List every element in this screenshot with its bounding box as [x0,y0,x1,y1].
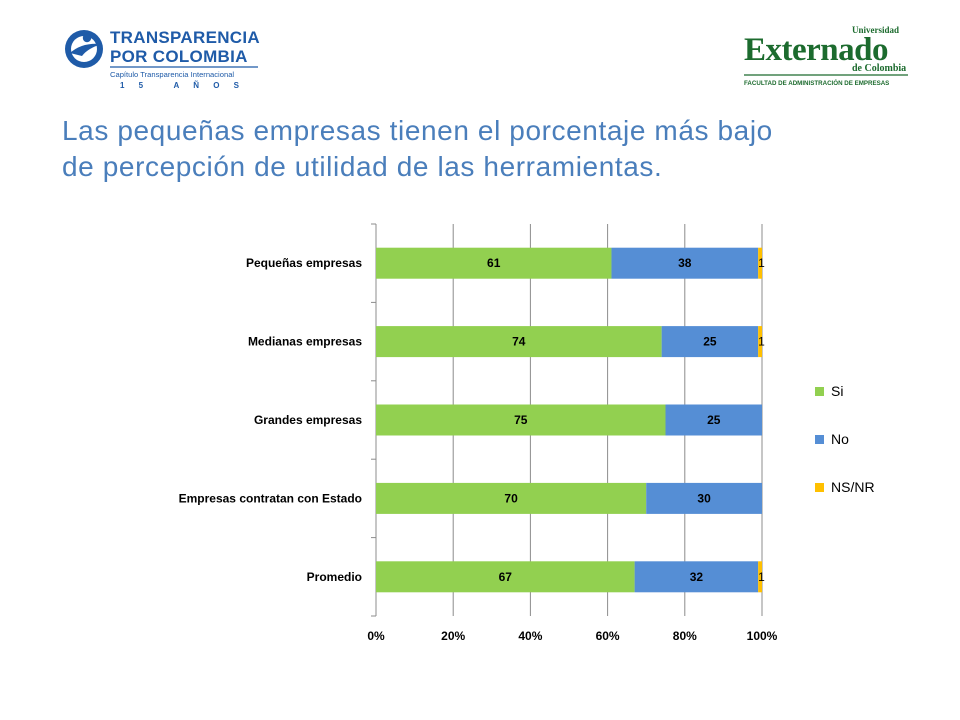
category-label: Promedio [307,570,362,584]
data-labels: 61 38 1 74 25 1 75 25 70 30 67 32 1 [487,256,765,584]
bar-segment [665,404,762,436]
legend: Si No NS/NR [815,383,875,495]
logo-left-line1: TRANSPARENCIA [110,28,260,47]
data-label: 32 [690,570,704,584]
x-tick-label: 0% [367,629,385,643]
logo-right-line4: FACULTAD DE ADMINISTRACIÓN DE EMPRESAS [744,79,889,87]
x-tick-label: 40% [518,629,542,643]
x-tick-label: 20% [441,629,465,643]
transparencia-emblem-icon [65,30,103,68]
externado-logo: Universidad Externado de Colombia FACULT… [744,25,908,87]
legend-swatch [815,435,824,444]
data-label: 67 [499,570,513,584]
data-label: 25 [703,335,717,349]
x-tick-label: 80% [673,629,697,643]
legend-label: Si [831,383,843,399]
data-label: 74 [512,335,526,349]
x-tick-label: 60% [596,629,620,643]
bar-segment [376,404,666,436]
bar-segment [758,247,762,279]
data-label: 1 [758,256,765,270]
transparencia-por-colombia-logo: TRANSPARENCIA POR COLOMBIA Capítulo Tran… [65,28,260,90]
data-label: 1 [758,335,765,349]
slide-title-line1: Las pequeñas empresas tienen el porcenta… [62,115,773,146]
category-label: Medianas empresas [248,335,362,349]
data-label: 61 [487,256,501,270]
bar-segment [758,561,762,593]
legend-swatch [815,387,824,396]
logo-right-line3: de Colombia [852,63,906,74]
bar-segment [376,482,647,514]
axes: 0% 20% 40% 60% 80% 100% Pequeñas empresas Media… [179,223,778,643]
bar-segment [634,561,759,593]
data-label: 70 [504,491,518,505]
logo-left-line3: Capítulo Transparencia Internacional [110,70,234,79]
category-label: Empresas contratan con Estado [179,491,362,505]
bar-segment [376,247,612,279]
bar-segment [646,482,762,514]
legend-label: No [831,431,849,447]
bars [376,247,762,593]
data-label: 38 [678,256,692,270]
data-label: 25 [707,413,721,427]
slide-title-line2: de percepción de utilidad de las herrami… [62,151,663,182]
bar-segment [661,326,759,358]
legend-swatch [815,483,824,492]
logo-left-line4: 1 5 A Ñ O S [120,81,245,90]
logo-right-line1: Universidad [852,25,899,35]
data-label: 30 [697,491,711,505]
slide-title: Las pequeñas empresas tienen el porcenta… [62,113,882,185]
bar-segment [611,247,759,279]
logo-right-line2: Externado [744,32,888,68]
bar-segment [758,326,762,358]
category-label: Grandes empresas [254,413,362,427]
legend-label: NS/NR [831,479,875,495]
bar-segment [376,326,662,358]
logo-left-line2: POR COLOMBIA [110,47,248,66]
category-label: Pequeñas empresas [246,256,362,270]
data-label: 1 [758,570,765,584]
bar-segment [376,561,635,593]
data-label: 75 [514,413,528,427]
x-tick-label: 100% [747,629,778,643]
